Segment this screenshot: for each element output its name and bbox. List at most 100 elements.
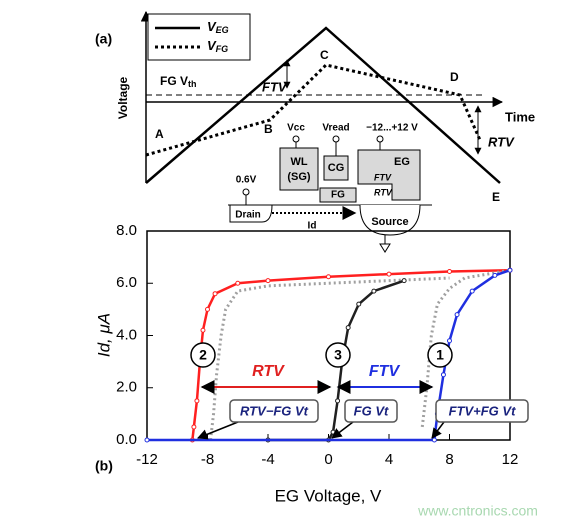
- gate-label: CG: [328, 162, 345, 174]
- marker-label: 3: [334, 347, 342, 363]
- range-label: FTV: [369, 363, 401, 380]
- data-point: [371, 288, 377, 294]
- data-point: [200, 327, 206, 333]
- fg-gate: [319, 187, 357, 203]
- x-tick-label: 0: [324, 451, 332, 468]
- y-axis-label: Id, μA: [94, 313, 113, 357]
- terminal: [332, 135, 340, 143]
- terminal: [242, 188, 250, 196]
- series-line: [209, 276, 450, 441]
- symbol: V: [207, 38, 217, 53]
- panel-a: (a) Voltage Time FG Vth VEG VFG FTV RTV …: [95, 10, 535, 253]
- range-label: RTV: [252, 363, 285, 380]
- point-label: C: [320, 48, 329, 62]
- data-point: [326, 274, 331, 280]
- gate-label: WL: [290, 156, 307, 168]
- data-point: [235, 280, 241, 286]
- marker-circle: [427, 342, 453, 368]
- marker-circle: [325, 342, 351, 368]
- region-label: Drain: [235, 210, 261, 221]
- data-point: [356, 301, 362, 307]
- data-point: [431, 437, 437, 443]
- label-box: [435, 399, 529, 423]
- data-point: [212, 291, 218, 297]
- y-tick-label: 6.0: [116, 274, 137, 291]
- subscript: EG: [216, 25, 229, 35]
- data-point: [469, 288, 475, 294]
- subscript: FG: [216, 44, 229, 54]
- data-point: [386, 271, 392, 277]
- gate-label: FG: [331, 190, 345, 201]
- data-point: [447, 338, 452, 344]
- point-label: B: [264, 122, 273, 136]
- y-tick-label: 8.0: [116, 222, 137, 239]
- label-box: [229, 399, 319, 423]
- panel-label: (b): [95, 458, 113, 474]
- box-label: FTV+FG Vt: [449, 403, 516, 418]
- ground: [379, 243, 391, 253]
- vfg-wave: [145, 63, 482, 157]
- region-label: Source: [371, 216, 408, 228]
- drain: [229, 204, 273, 223]
- gate-label: (SG): [287, 171, 311, 183]
- x-tick-label: -4: [261, 451, 274, 468]
- legend-label: VEG: [207, 19, 229, 35]
- panel-label: (a): [95, 31, 112, 47]
- data-point: [507, 267, 513, 273]
- ftv-label: FTV: [262, 79, 288, 94]
- label-box: [344, 399, 398, 423]
- data-point: [440, 372, 446, 378]
- legend-label: VFG: [207, 38, 228, 54]
- x-tick-label: -12: [136, 451, 158, 468]
- device: Vcc WL (SG) Vread CG −12...+12 V EG FG F…: [228, 123, 432, 253]
- terminal: [376, 135, 384, 143]
- rtv-label: RTV: [488, 134, 515, 149]
- pointer: [331, 421, 354, 439]
- source: [359, 204, 421, 236]
- axis-label: Time: [505, 109, 535, 124]
- point-label: A: [155, 127, 164, 141]
- wl-gate: [279, 147, 319, 191]
- x-axis-label: EG Voltage, V: [275, 486, 382, 505]
- data-point: [265, 278, 271, 284]
- terminal-label: Vread: [322, 123, 349, 134]
- data-point: [335, 398, 341, 404]
- symbol: V: [207, 19, 217, 34]
- tunnel-label: RTV: [374, 187, 393, 197]
- veg-wave: [145, 26, 501, 184]
- marker-label: 1: [436, 347, 444, 363]
- y-tick-label: 0.0: [116, 431, 137, 448]
- point-label: D: [450, 70, 459, 84]
- panel-b: (b) Id, μA EG Voltage, V www.cntronics.c…: [94, 222, 537, 519]
- axis-label: Voltage: [116, 76, 130, 119]
- eg-gate: [357, 149, 421, 201]
- y-tick-label: 4.0: [116, 326, 137, 343]
- x-tick-label: 12: [502, 451, 519, 468]
- data-point: [401, 278, 407, 284]
- x-tick-label: 8: [445, 451, 453, 468]
- terminal-label: −12...+12 V: [366, 123, 418, 134]
- watermark: www.cntronics.com: [417, 503, 538, 519]
- data-point: [144, 437, 150, 443]
- legend: [147, 13, 251, 61]
- terminal-label: 0.6V: [236, 175, 257, 186]
- subscript: th: [188, 79, 197, 89]
- y-tick-label: 2.0: [116, 379, 137, 396]
- tunnel-label: FTV: [374, 172, 392, 182]
- data-point: [205, 306, 210, 312]
- data-point: [191, 424, 197, 430]
- data-point: [330, 429, 336, 435]
- data-point: [447, 268, 452, 274]
- marker-circle: [190, 342, 216, 368]
- data-point: [345, 325, 351, 331]
- pointer: [431, 421, 445, 439]
- threshold-label: FG Vth: [160, 74, 197, 89]
- cg-gate: [323, 155, 349, 181]
- gate-label: EG: [394, 156, 410, 168]
- box-label: RTV−FG Vt: [240, 403, 309, 418]
- data-point: [492, 272, 498, 278]
- x-tick-label: -8: [201, 451, 214, 468]
- terminal: [292, 135, 300, 143]
